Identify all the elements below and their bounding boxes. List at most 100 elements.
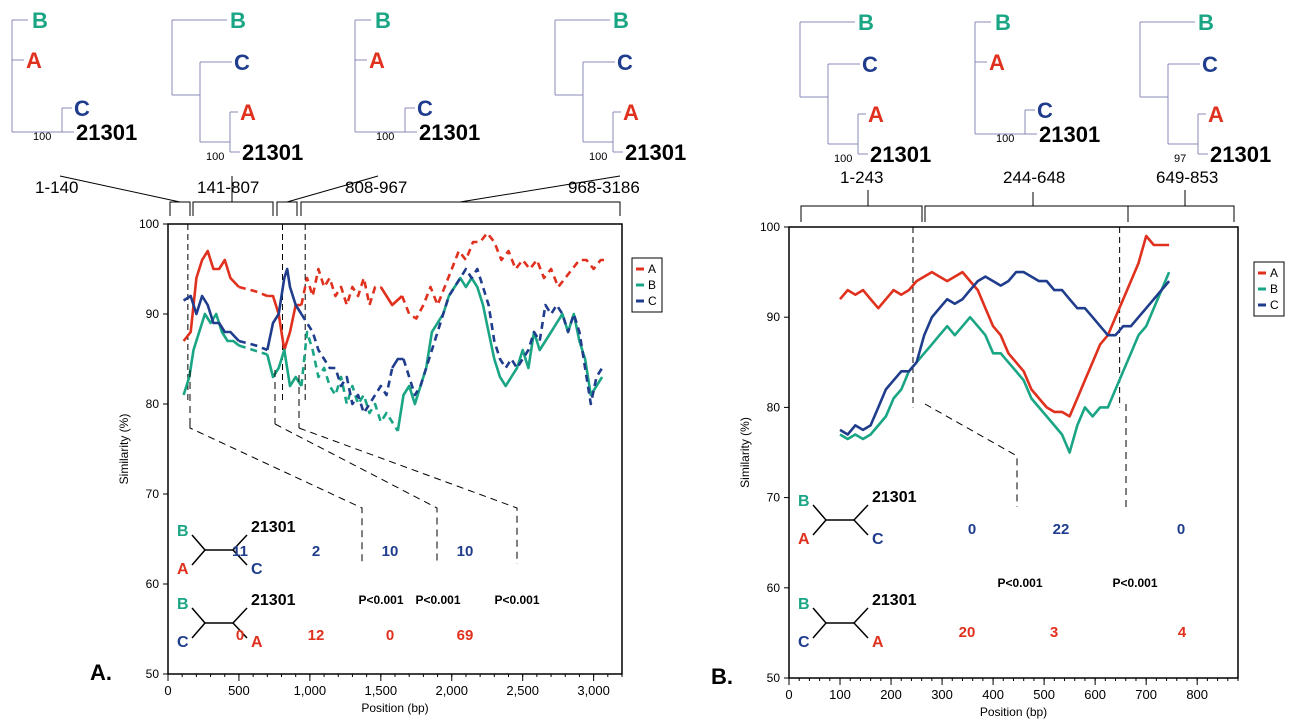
tree-label-b: B — [1198, 10, 1214, 35]
p-value: P<0.001 — [358, 593, 403, 607]
bracket-connector — [59, 175, 181, 203]
legend: ABC — [631, 257, 663, 313]
guide-line — [274, 423, 438, 564]
p-value: P<0.001 — [1112, 576, 1157, 590]
topology-label: C — [251, 561, 263, 578]
topology-label: C — [177, 634, 189, 651]
region-label: 244-648 — [1003, 168, 1065, 187]
tree-label-a: A — [868, 102, 884, 127]
region-bracket — [924, 205, 1129, 222]
bootstrap-value: 100 — [376, 131, 394, 143]
x-tick-label: 1,000 — [294, 683, 327, 698]
x-tick-label: 700 — [1135, 687, 1157, 702]
tree-label-21301: 21301 — [419, 120, 480, 145]
y-axis-label: Similarity (%) — [738, 417, 752, 488]
count-topology-1: 10 — [382, 543, 399, 560]
count-topology-2: 12 — [308, 627, 325, 644]
topology-edge — [232, 622, 248, 639]
tree-label-a: A — [26, 48, 42, 73]
topology-edge — [191, 549, 206, 566]
count-topology-2: 69 — [457, 627, 474, 644]
count-topology-1: 22 — [1053, 521, 1070, 538]
topology-label: A — [177, 561, 189, 578]
p-value: P<0.001 — [415, 593, 460, 607]
y-tick-label: 80 — [146, 397, 160, 411]
x-tick-label: 200 — [880, 687, 902, 702]
region-label: 141-807 — [197, 178, 259, 197]
series-b — [182, 276, 604, 432]
x-axis-label: Position (bp) — [980, 705, 1047, 719]
topology-bac: B A 21301 C — [798, 489, 917, 548]
tree-a-2: BCA 21301 100 — [171, 8, 303, 165]
topology-edge — [812, 622, 827, 639]
guide-line — [189, 424, 363, 564]
legend-label-a: A — [648, 262, 656, 276]
region-label: 649-853 — [1156, 168, 1218, 187]
region-label: 1-140 — [35, 178, 78, 197]
region-label: 808-967 — [345, 178, 407, 197]
topology-edge — [853, 504, 869, 521]
bracket-connector — [286, 175, 379, 203]
series-line-a — [400, 231, 605, 320]
region-bracket — [169, 201, 191, 216]
topology-label: 21301 — [872, 592, 917, 609]
legend-label-b: B — [648, 278, 656, 292]
series-a — [839, 234, 1170, 418]
tree-label-a: A — [623, 100, 639, 125]
count-topology-1: 0 — [1177, 521, 1185, 538]
topology-bac: B A 21301 C — [177, 519, 296, 578]
x-tick-label: 400 — [982, 687, 1004, 702]
y-tick-label: 70 — [767, 491, 781, 505]
topology-edge — [191, 607, 206, 624]
series-line-b — [182, 312, 240, 396]
y-tick-label: 50 — [767, 671, 781, 685]
x-tick-label: 2,000 — [435, 683, 468, 698]
y-tick-label: 100 — [760, 220, 780, 234]
tree-label-b: B — [375, 8, 391, 33]
tree-label-c: C — [617, 50, 633, 75]
tree-label-21301: 21301 — [625, 140, 686, 165]
y-tick-label: 60 — [146, 577, 160, 591]
topology-label: B — [798, 493, 810, 510]
topology-label: A — [798, 531, 810, 548]
series-line-c — [839, 270, 1171, 436]
topology-label: 21301 — [251, 592, 296, 609]
bracket-connector — [459, 175, 621, 203]
tree-label-c: C — [1037, 98, 1053, 123]
panel-label: A. — [90, 660, 112, 685]
tree-label-b: B — [858, 10, 874, 35]
region-label: 968-3186 — [568, 178, 640, 197]
topology-edge — [812, 519, 827, 536]
x-tick-label: 600 — [1084, 687, 1106, 702]
topology-label: A — [872, 634, 884, 651]
bootstrap-value: 100 — [206, 151, 224, 163]
tree-label-21301: 21301 — [870, 142, 931, 167]
count-topology-2: 0 — [236, 627, 244, 644]
topology-edge — [853, 622, 869, 639]
tree-label-c: C — [1202, 52, 1218, 77]
x-tick-label: 3,000 — [577, 683, 610, 698]
count-topology-2: 4 — [1178, 624, 1187, 641]
count-topology-2: 0 — [386, 627, 394, 644]
tree-label-c: C — [862, 52, 878, 77]
bootstrap-value: 100 — [834, 153, 852, 165]
series-line-b — [300, 330, 399, 432]
x-tick-label: 1,500 — [365, 683, 398, 698]
tree-label-b: B — [32, 8, 48, 33]
tree-label-c: C — [74, 96, 90, 121]
x-axis-label: Position (bp) — [361, 701, 428, 715]
tree-label-21301: 21301 — [1210, 142, 1271, 167]
tree-b-3: BCA 21301 97 — [1139, 10, 1271, 167]
topology-edge — [232, 607, 248, 624]
count-topology-1: 10 — [457, 543, 474, 560]
topology-label: A — [251, 634, 263, 651]
series-line-a — [839, 234, 1170, 418]
legend-label-a: A — [1270, 266, 1278, 280]
tree-label-a: A — [1208, 102, 1224, 127]
x-tick-label: 500 — [228, 683, 250, 698]
bootstrap-value: 100 — [996, 133, 1014, 145]
tree-label-21301: 21301 — [1039, 122, 1100, 147]
